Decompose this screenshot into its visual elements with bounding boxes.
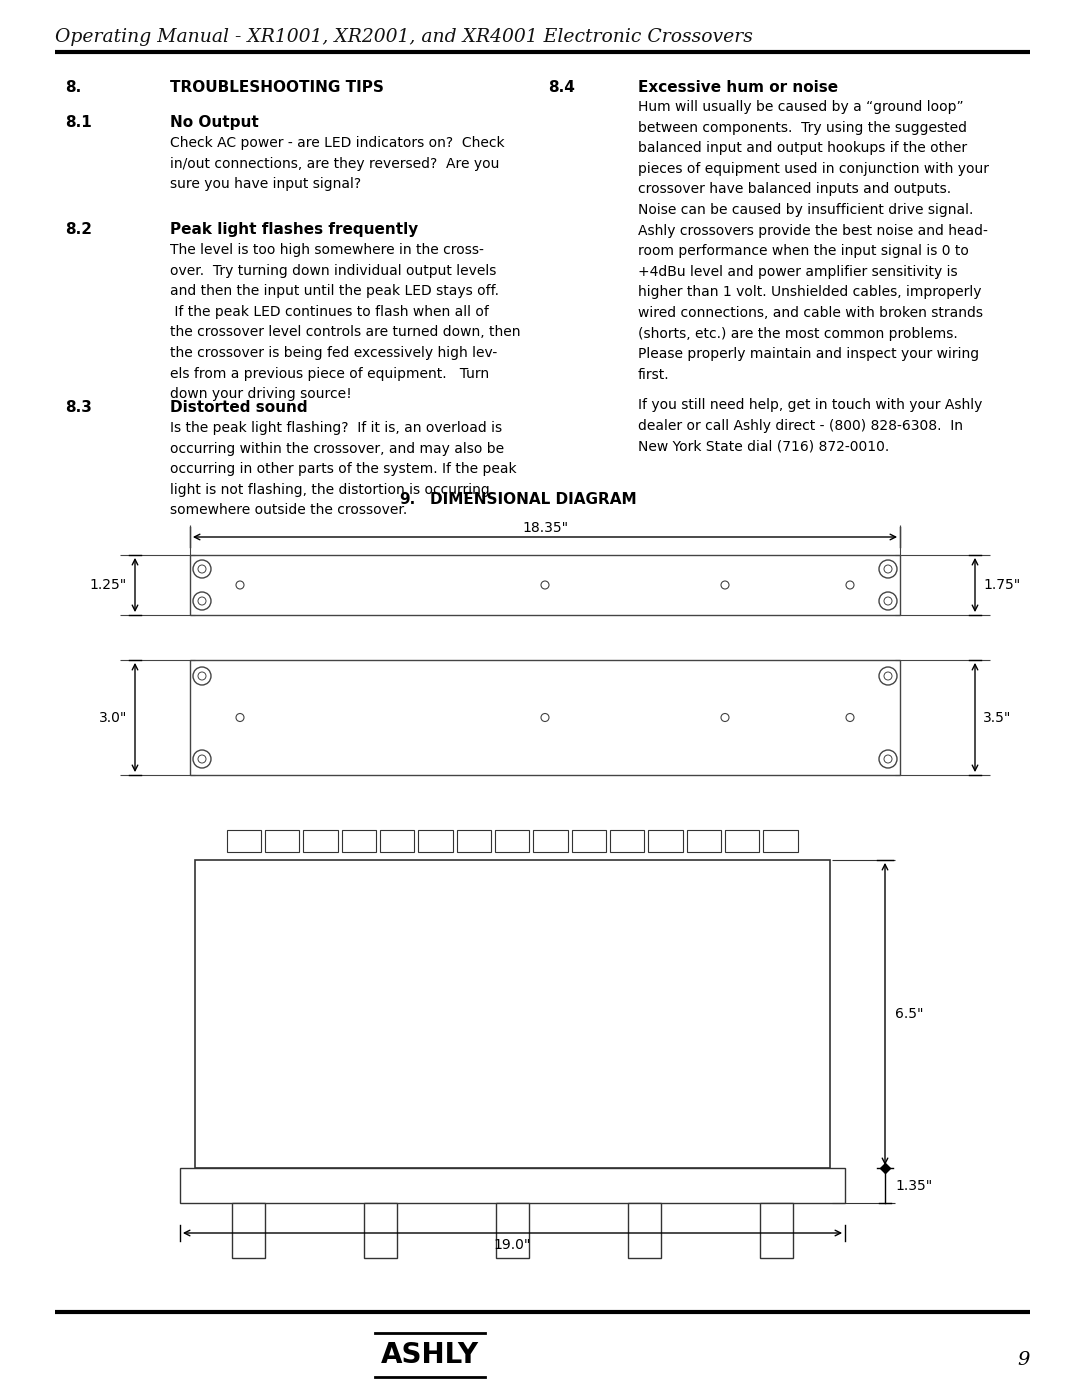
- Circle shape: [879, 560, 897, 578]
- Text: TROUBLESHOOTING TIPS: TROUBLESHOOTING TIPS: [170, 80, 383, 95]
- Bar: [495, 830, 529, 852]
- Circle shape: [721, 581, 729, 590]
- Text: 8.: 8.: [65, 80, 81, 95]
- Text: Peak light flashes frequently: Peak light flashes frequently: [170, 222, 418, 237]
- Bar: [534, 830, 567, 852]
- Bar: [380, 830, 414, 852]
- Bar: [195, 861, 831, 1168]
- Circle shape: [198, 672, 206, 680]
- Bar: [496, 1203, 529, 1259]
- Text: 8.1: 8.1: [65, 115, 92, 130]
- Text: Distorted sound: Distorted sound: [170, 400, 308, 415]
- Circle shape: [879, 592, 897, 610]
- Circle shape: [846, 714, 854, 721]
- Text: 18.35": 18.35": [522, 521, 568, 535]
- Bar: [418, 830, 453, 852]
- Circle shape: [193, 666, 211, 685]
- Text: 8.4: 8.4: [548, 80, 575, 95]
- Text: No Output: No Output: [170, 115, 259, 130]
- Circle shape: [846, 581, 854, 590]
- Bar: [190, 555, 900, 615]
- Text: 9.: 9.: [399, 492, 415, 507]
- Text: 8.2: 8.2: [65, 222, 92, 237]
- Circle shape: [885, 597, 892, 605]
- Bar: [764, 830, 797, 852]
- Bar: [687, 830, 720, 852]
- Circle shape: [885, 564, 892, 573]
- Circle shape: [541, 581, 549, 590]
- Circle shape: [198, 754, 206, 763]
- Circle shape: [193, 592, 211, 610]
- Bar: [648, 830, 683, 852]
- Bar: [571, 830, 606, 852]
- Text: Excessive hum or noise: Excessive hum or noise: [638, 80, 838, 95]
- Bar: [341, 830, 376, 852]
- Bar: [760, 1203, 794, 1259]
- Text: 3.5": 3.5": [983, 711, 1011, 725]
- Circle shape: [541, 714, 549, 721]
- Circle shape: [198, 597, 206, 605]
- Circle shape: [721, 714, 729, 721]
- Circle shape: [198, 564, 206, 573]
- Bar: [180, 1168, 845, 1203]
- Bar: [265, 830, 299, 852]
- Text: 8.3: 8.3: [65, 400, 92, 415]
- Bar: [725, 830, 759, 852]
- Bar: [629, 1203, 661, 1259]
- Text: Hum will usually be caused by a “ground loop”
between components.  Try using the: Hum will usually be caused by a “ground …: [638, 101, 989, 381]
- Text: If you still need help, get in touch with your Ashly
dealer or call Ashly direct: If you still need help, get in touch wit…: [638, 398, 983, 453]
- Bar: [227, 830, 261, 852]
- Text: DIMENSIONAL DIAGRAM: DIMENSIONAL DIAGRAM: [430, 492, 636, 507]
- Text: 19.0": 19.0": [494, 1238, 531, 1252]
- Circle shape: [193, 750, 211, 768]
- Text: 9: 9: [1017, 1351, 1030, 1369]
- Text: Operating Manual - XR1001, XR2001, and XR4001 Electronic Crossovers: Operating Manual - XR1001, XR2001, and X…: [55, 28, 753, 46]
- Text: 3.0": 3.0": [98, 711, 127, 725]
- Bar: [457, 830, 490, 852]
- Text: Is the peak light flashing?  If it is, an overload is
occurring within the cross: Is the peak light flashing? If it is, an…: [170, 420, 516, 517]
- Text: ASHLY: ASHLY: [381, 1341, 480, 1369]
- Circle shape: [237, 714, 244, 721]
- Text: 1.25": 1.25": [90, 578, 127, 592]
- Text: 6.5": 6.5": [895, 1007, 923, 1021]
- Circle shape: [237, 581, 244, 590]
- Bar: [190, 659, 900, 775]
- Bar: [231, 1203, 265, 1259]
- Text: 1.35": 1.35": [895, 1179, 932, 1193]
- Bar: [303, 830, 337, 852]
- Text: The level is too high somewhere in the cross-
over.  Try turning down individual: The level is too high somewhere in the c…: [170, 243, 521, 401]
- Bar: [364, 1203, 396, 1259]
- Text: 1.75": 1.75": [983, 578, 1021, 592]
- Bar: [610, 830, 644, 852]
- Circle shape: [885, 672, 892, 680]
- Text: Check AC power - are LED indicators on?  Check
in/out connections, are they reve: Check AC power - are LED indicators on? …: [170, 136, 504, 191]
- Circle shape: [193, 560, 211, 578]
- Circle shape: [885, 754, 892, 763]
- Circle shape: [879, 750, 897, 768]
- Circle shape: [879, 666, 897, 685]
